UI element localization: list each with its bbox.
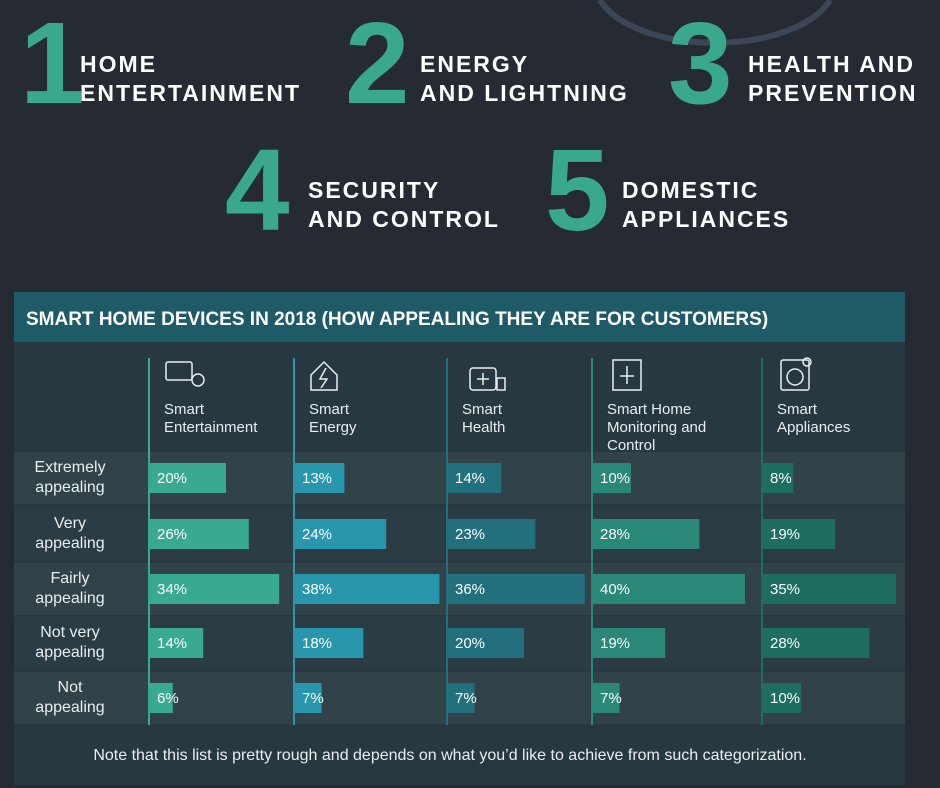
bar [593, 628, 666, 658]
bar [150, 628, 204, 658]
bar [593, 463, 631, 493]
column-header: Smart Home Monitoring and Control [607, 401, 707, 454]
bar [448, 519, 536, 549]
column-header: Smart Health [462, 401, 506, 436]
item-label: PREVENTION [748, 80, 918, 106]
bar [593, 519, 700, 549]
chart-title: SMART HOME DEVICES IN 2018 (HOW APPEALIN… [26, 309, 768, 330]
value-label: 14% [157, 635, 187, 652]
value-label: 35% [770, 581, 800, 598]
value-label: 34% [157, 581, 187, 598]
item-label: APPLIANCES [622, 206, 790, 232]
value-label: 20% [455, 635, 485, 652]
bar [295, 519, 387, 549]
bar [763, 683, 801, 713]
panel-header [14, 292, 905, 342]
item-label: ENTERTAINMENT [80, 80, 301, 106]
value-label: 19% [600, 635, 630, 652]
item-number: 2 [345, 0, 410, 128]
bar [763, 519, 836, 549]
value-label: 24% [302, 526, 332, 543]
decor-arc [597, 0, 833, 46]
column-header: Smart Entertainment [164, 401, 258, 436]
bar [150, 574, 280, 604]
value-label: 7% [455, 690, 477, 707]
item-label: HOME [80, 51, 157, 77]
column-header: Smart Appliances [777, 401, 851, 436]
row-label: Extremely appealing [34, 459, 106, 496]
item-label: AND CONTROL [308, 206, 500, 232]
note: Note that this list is pretty rough and … [93, 747, 806, 764]
value-label: 38% [302, 581, 332, 598]
value-label: 19% [770, 526, 800, 543]
item-number: 1 [20, 0, 85, 128]
bar [593, 683, 620, 713]
item-number: 5 [545, 125, 610, 255]
bar [763, 463, 794, 493]
value-label: 13% [302, 470, 332, 487]
bar [763, 628, 870, 658]
value-label: 40% [600, 581, 630, 598]
value-label: 6% [157, 690, 179, 707]
value-label: 36% [455, 581, 485, 598]
bar [448, 463, 502, 493]
row-label: Not very appealing [35, 624, 105, 661]
icons [165, 357, 812, 391]
value-label: 8% [770, 470, 792, 487]
bar [295, 683, 322, 713]
value-label: 10% [600, 470, 630, 487]
value-label: 7% [600, 690, 622, 707]
row-label: Not appealing [35, 679, 105, 716]
item-number: 4 [225, 125, 290, 255]
value-label: 28% [600, 526, 630, 543]
value-label: 23% [455, 526, 485, 543]
item-label: HEALTH AND [748, 51, 915, 77]
bar [295, 628, 364, 658]
bar [593, 574, 745, 604]
item-number: 3 [668, 0, 733, 128]
bar [448, 628, 524, 658]
bar [150, 463, 226, 493]
value-label: 20% [157, 470, 187, 487]
bar [295, 574, 440, 604]
bar [763, 574, 896, 604]
value-label: 7% [302, 690, 324, 707]
bar [150, 683, 173, 713]
column-header: Smart Energy [309, 401, 357, 436]
bar [295, 463, 345, 493]
bar [448, 574, 585, 604]
value-label: 10% [770, 690, 800, 707]
value-label: 26% [157, 526, 187, 543]
bar [448, 683, 475, 713]
value-label: 28% [770, 635, 800, 652]
row-label: Very appealing [35, 515, 105, 552]
row-label: Fairly appealing [35, 570, 105, 607]
value-label: 14% [455, 470, 485, 487]
item-label: DOMESTIC [622, 177, 759, 203]
item-label: AND LIGHTNING [420, 80, 629, 106]
item-label: ENERGY [420, 51, 529, 77]
item-label: SECURITY [308, 177, 440, 203]
bar [150, 519, 249, 549]
value-label: 18% [302, 635, 332, 652]
